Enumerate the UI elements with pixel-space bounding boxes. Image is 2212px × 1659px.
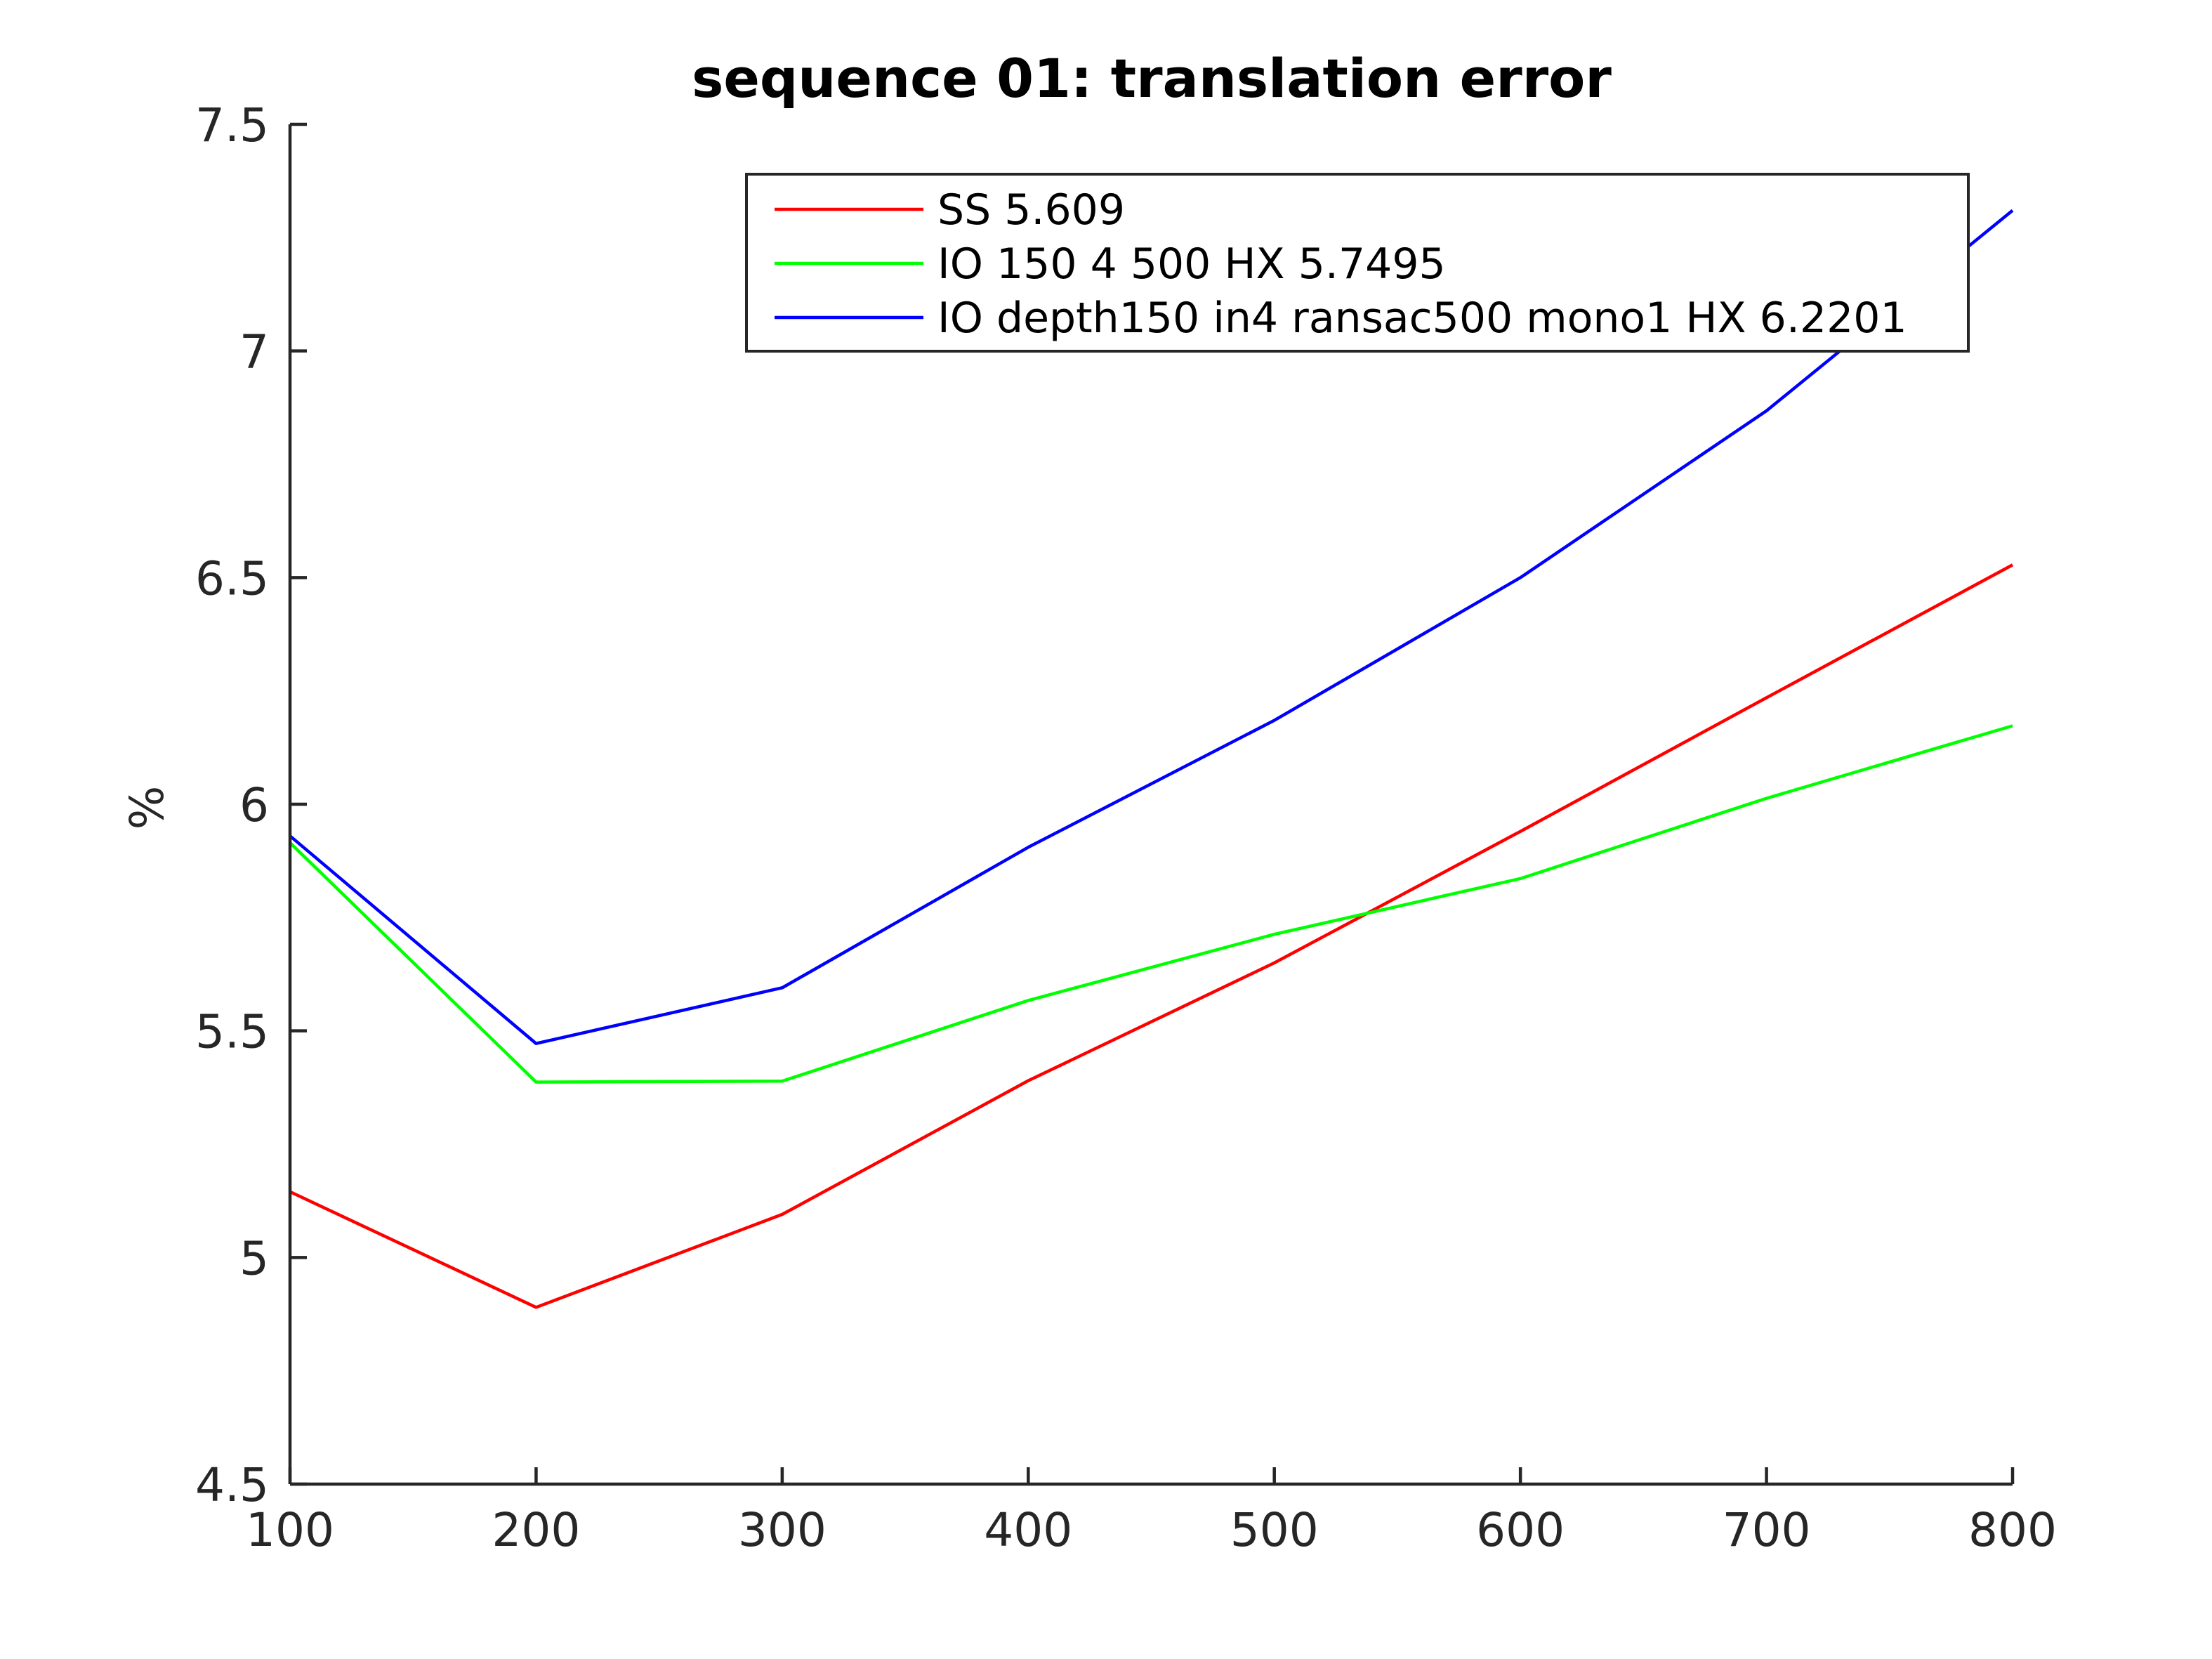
x-tick-label: 300 xyxy=(738,1503,827,1557)
chart-title: sequence 01: translation error xyxy=(692,47,1612,110)
series-line-2 xyxy=(289,724,2013,1084)
x-tick-label: 800 xyxy=(1968,1503,2057,1557)
y-tick-label: 6 xyxy=(239,778,269,832)
legend-label-2: IO 150 4 500 HX 5.7495 xyxy=(937,240,1446,289)
axes-layer: 100 200 300 400 500 600 700 800 4.5 5 5.5 6 6.5 7 7.5 xyxy=(195,98,2057,1557)
x-tick-label: 600 xyxy=(1476,1503,1565,1557)
x-tick-label: 700 xyxy=(1723,1503,1811,1557)
y-tick-label: 5 xyxy=(239,1231,269,1285)
y-tick-label: 6.5 xyxy=(195,551,269,605)
y-tick-label: 7.5 xyxy=(195,98,269,152)
y-tick-label: 7 xyxy=(239,325,269,379)
series-line-3 xyxy=(289,209,2014,1045)
x-tick-label: 200 xyxy=(492,1503,580,1557)
y-tick-label: 5.5 xyxy=(195,1005,269,1059)
legend-label-1: SS 5.609 xyxy=(937,185,1125,235)
x-tick-label: 400 xyxy=(984,1503,1072,1557)
x-tick-label: 500 xyxy=(1230,1503,1319,1557)
series-line-1 xyxy=(289,563,2014,1309)
series-layer xyxy=(289,209,2014,1309)
legend-label-3: IO depth150 in4 ransac500 mono1 HX 6.220… xyxy=(937,294,1907,343)
y-tick-label: 4.5 xyxy=(195,1458,269,1512)
legend-box xyxy=(745,173,1970,353)
legend: SS 5.609 IO 150 4 500 HX 5.7495 IO depth15… xyxy=(745,173,1970,353)
x-tick-label: 100 xyxy=(246,1503,334,1557)
y-axis-label: % xyxy=(120,786,174,830)
